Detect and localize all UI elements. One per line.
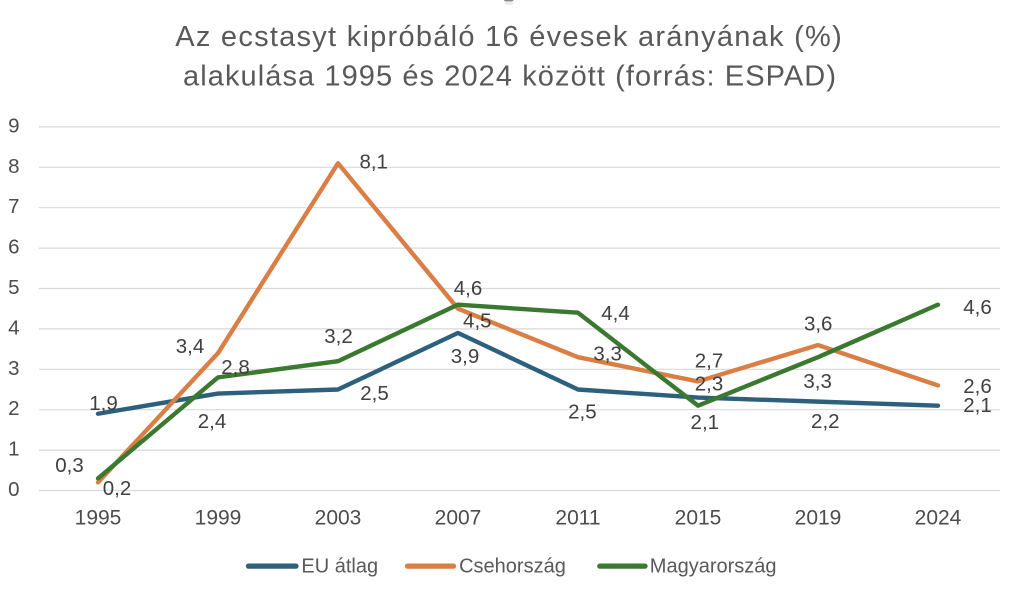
svg-text:4,6: 4,6 <box>963 296 992 319</box>
svg-text:3,2: 3,2 <box>324 325 353 348</box>
svg-text:2,7: 2,7 <box>695 350 724 373</box>
svg-text:0,2: 0,2 <box>103 477 132 500</box>
svg-text:alakulása 1995 és 2024 között: alakulása 1995 és 2024 között (forrás: E… <box>183 61 836 93</box>
svg-text:3,6: 3,6 <box>804 312 833 335</box>
svg-text:2,4: 2,4 <box>198 410 227 433</box>
svg-text:2019: 2019 <box>795 507 842 530</box>
svg-text:2024: 2024 <box>915 507 962 530</box>
svg-text:1,9: 1,9 <box>89 392 118 415</box>
svg-text:4,6: 4,6 <box>454 277 483 300</box>
svg-text:3,3: 3,3 <box>803 370 832 393</box>
svg-text:6: 6 <box>8 236 19 259</box>
svg-text:5: 5 <box>8 276 19 299</box>
svg-text:2,2: 2,2 <box>811 410 840 433</box>
svg-text:3,4: 3,4 <box>176 335 205 358</box>
svg-text:2,8: 2,8 <box>221 356 250 379</box>
svg-text:3: 3 <box>8 357 19 380</box>
svg-text:4: 4 <box>8 316 19 339</box>
svg-text:2003: 2003 <box>315 507 362 530</box>
svg-text:4,5: 4,5 <box>463 310 492 333</box>
svg-text:2,1: 2,1 <box>691 411 720 434</box>
svg-text:1999: 1999 <box>195 507 242 530</box>
svg-text:1995: 1995 <box>75 507 122 530</box>
svg-text:2015: 2015 <box>675 507 722 530</box>
svg-text:4,4: 4,4 <box>601 302 630 325</box>
svg-text:1: 1 <box>8 438 19 461</box>
svg-text:2007: 2007 <box>435 507 482 530</box>
svg-text:Az ecstasyt kipróbáló 16 évese: Az ecstasyt kipróbáló 16 évesek arányána… <box>175 21 842 53</box>
svg-text:2,1: 2,1 <box>963 394 992 417</box>
svg-text:2,5: 2,5 <box>568 400 597 423</box>
svg-text:2011: 2011 <box>555 507 600 530</box>
svg-text:7: 7 <box>8 195 19 218</box>
svg-text:2,5: 2,5 <box>360 382 389 405</box>
svg-text:3,9: 3,9 <box>451 345 480 368</box>
svg-text:2,6: 2,6 <box>963 375 992 398</box>
svg-text:0: 0 <box>8 478 19 501</box>
svg-text:Magyarország: Magyarország <box>650 556 777 578</box>
svg-text:9: 9 <box>8 114 19 137</box>
svg-text:Csehország: Csehország <box>459 556 566 578</box>
svg-text:8,1: 8,1 <box>359 151 388 174</box>
svg-text:2,3: 2,3 <box>695 372 724 395</box>
svg-text:3,3: 3,3 <box>593 342 622 365</box>
svg-text:EU átlag: EU átlag <box>301 556 378 578</box>
svg-text:0,3: 0,3 <box>55 454 84 477</box>
svg-text:8: 8 <box>8 155 19 178</box>
svg-text:2: 2 <box>8 397 19 420</box>
